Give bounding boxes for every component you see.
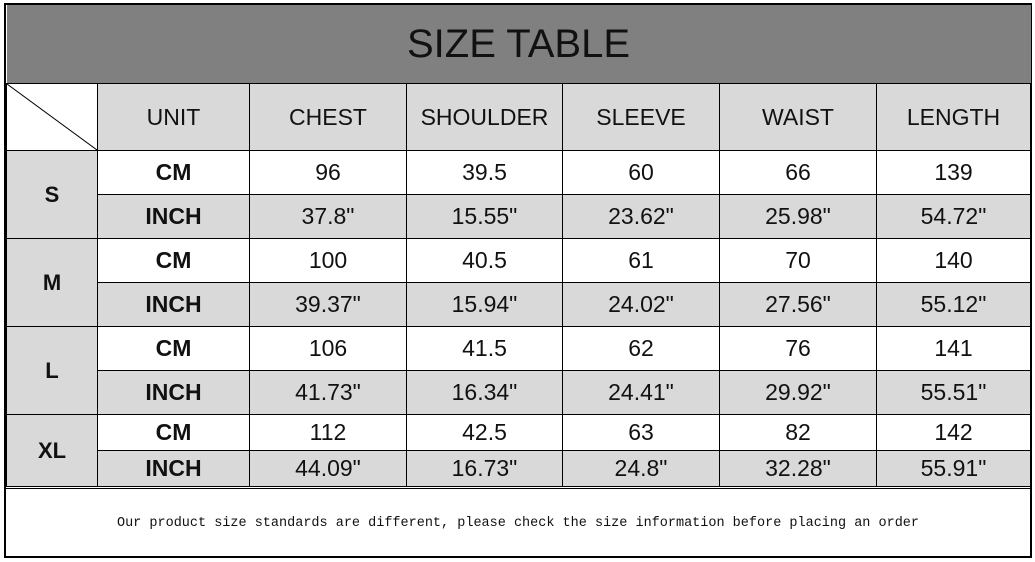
measurement-cell: 106 <box>249 326 407 371</box>
column-header-chest: CHEST <box>249 83 407 151</box>
measurement-cell: 140 <box>875 238 1032 283</box>
measurement-cell: 39.37" <box>249 282 407 327</box>
measurement-cell: 55.12" <box>875 282 1032 327</box>
measurement-cell: 61 <box>562 238 720 283</box>
measurement-cell: 66 <box>719 150 877 195</box>
measurement-cell: 55.51" <box>875 370 1032 415</box>
column-header-length: LENGTH <box>875 83 1032 151</box>
measurement-cell: 76 <box>719 326 877 371</box>
table-row: INCH 41.73" 16.34" 24.41" 29.92" 55.51" <box>7 370 1032 415</box>
table-row: M CM 100 40.5 61 70 140 <box>6 238 1032 327</box>
measurement-cell: 41.5 <box>406 326 563 371</box>
size-label: XL <box>6 414 98 487</box>
size-label: M <box>6 238 98 327</box>
unit-cell: INCH <box>97 450 250 487</box>
size-table: SIZE TABLE UNIT CHEST SHOULDER SLEEVE WAIST L… <box>6 5 1032 487</box>
size-note: Our product size standards are different… <box>6 488 1030 557</box>
measurement-cell: 24.02" <box>562 282 720 327</box>
measurement-cell: 82 <box>719 414 877 451</box>
measurement-cell: 25.98" <box>719 194 877 239</box>
measurement-cell: 41.73" <box>249 370 407 415</box>
measurement-cell: 63 <box>562 414 720 451</box>
size-table-container: SIZE TABLE UNIT CHEST SHOULDER SLEEVE WAIST L… <box>4 3 1032 558</box>
table-row: INCH 44.09" 16.73" 24.8" 32.28" 55.91" <box>7 450 1032 487</box>
measurement-cell: 29.92" <box>719 370 877 415</box>
measurement-cell: 32.28" <box>719 450 877 487</box>
diagonal-line-icon <box>7 84 97 150</box>
table-title: SIZE TABLE <box>6 5 1031 84</box>
unit-cell: CM <box>97 238 250 283</box>
measurement-cell: 70 <box>719 238 877 283</box>
measurement-cell: 141 <box>875 326 1032 371</box>
measurement-cell: 15.55" <box>406 194 563 239</box>
measurement-cell: 96 <box>249 150 407 195</box>
unit-cell: CM <box>97 414 250 451</box>
measurement-cell: 42.5 <box>406 414 563 451</box>
header-row: UNIT CHEST SHOULDER SLEEVE WAIST LENGTH <box>6 83 1032 151</box>
column-header-sleeve: SLEEVE <box>562 83 720 151</box>
measurement-cell: 44.09" <box>249 450 407 487</box>
measurement-cell: 54.72" <box>875 194 1032 239</box>
measurement-cell: 100 <box>249 238 407 283</box>
corner-cell <box>6 83 98 151</box>
table-row: S CM 96 39.5 60 66 139 <box>6 150 1032 239</box>
measurement-cell: 16.34" <box>406 370 563 415</box>
unit-cell: INCH <box>97 194 250 239</box>
measurement-cell: 142 <box>875 414 1032 451</box>
column-header-shoulder: SHOULDER <box>406 83 563 151</box>
measurement-cell: 40.5 <box>406 238 563 283</box>
measurement-cell: 24.41" <box>562 370 720 415</box>
table-row: XL CM 112 42.5 63 82 142 <box>6 414 1032 487</box>
measurement-cell: 39.5 <box>406 150 563 195</box>
column-header-waist: WAIST <box>719 83 877 151</box>
measurement-cell: 16.73" <box>406 450 563 487</box>
measurement-cell: 112 <box>249 414 407 451</box>
table-row: L CM 106 41.5 62 76 141 <box>6 326 1032 415</box>
size-label: L <box>6 326 98 415</box>
column-header-unit: UNIT <box>97 83 250 151</box>
unit-cell: INCH <box>97 282 250 327</box>
measurement-cell: 23.62" <box>562 194 720 239</box>
unit-cell: CM <box>97 326 250 371</box>
table-row: INCH 37.8" 15.55" 23.62" 25.98" 54.72" <box>7 194 1032 239</box>
measurement-cell: 62 <box>562 326 720 371</box>
measurement-cell: 55.91" <box>875 450 1032 487</box>
measurement-cell: 15.94" <box>406 282 563 327</box>
unit-cell: INCH <box>97 370 250 415</box>
measurement-cell: 24.8" <box>562 450 720 487</box>
measurement-cell: 60 <box>562 150 720 195</box>
table-row: INCH 39.37" 15.94" 24.02" 27.56" 55.12" <box>7 282 1032 327</box>
unit-cell: CM <box>97 150 250 195</box>
measurement-cell: 139 <box>875 150 1032 195</box>
size-label: S <box>6 150 98 239</box>
measurement-cell: 27.56" <box>719 282 877 327</box>
measurement-cell: 37.8" <box>249 194 407 239</box>
